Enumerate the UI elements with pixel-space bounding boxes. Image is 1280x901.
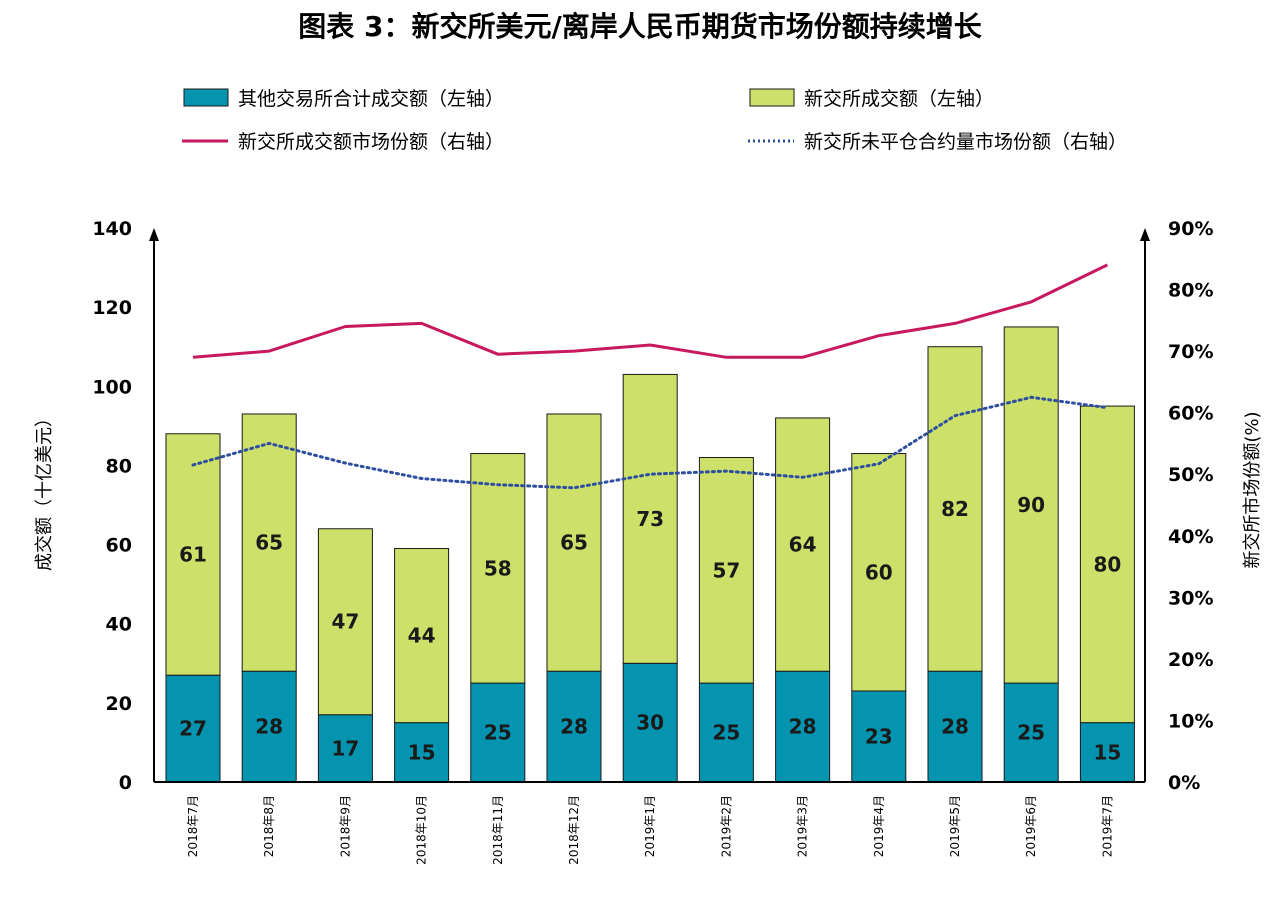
legend-swatch-sgx-volume (749, 88, 795, 107)
bar-sgx-volume (394, 548, 450, 724)
bar-label-sgx-volume: 58 (484, 556, 512, 580)
bar-label-sgx-volume: 73 (636, 507, 664, 531)
right-tick-label: 30% (1168, 587, 1213, 609)
x-tick-label: 2019年5月 (948, 795, 962, 857)
bar-sgx-volume (775, 417, 831, 672)
x-tick-label: 2018年12月 (567, 795, 581, 865)
legend-label-sgx-volume: 新交所成交额（左轴） (804, 88, 994, 110)
bar-other-exchanges (317, 714, 373, 783)
x-tick-label: 2018年7月 (186, 795, 200, 857)
bar-sgx-volume (622, 373, 678, 664)
left-tick-label: 60 (106, 535, 132, 557)
left-tick-label: 100 (92, 376, 132, 398)
bar-sgx-volume (927, 346, 983, 672)
left-axis-ticks: 0 20 40 60 80 100 120 140 (92, 218, 132, 794)
bar-other-exchanges (394, 722, 450, 783)
bar-label-other-exchanges: 27 (179, 717, 207, 741)
bar-label-sgx-volume: 47 (331, 610, 359, 634)
bar-label-sgx-volume: 90 (1017, 493, 1045, 517)
x-axis-ticks: 2018年7月 2018年8月 2018年9月 2018年10月 2018年11月 201… (186, 795, 1114, 865)
right-tick-label: 10% (1168, 710, 1213, 732)
right-axis-label: 新交所市场份额(%) (1242, 411, 1263, 568)
legend-label-sgx-oi-share: 新交所未平仓合约量市场份额（右轴） (804, 131, 1127, 153)
bar-label-sgx-volume: 57 (712, 558, 740, 582)
bar-other-exchanges (1003, 682, 1059, 783)
bar-label-other-exchanges: 25 (1017, 721, 1045, 745)
left-tick-label: 140 (92, 218, 132, 240)
bar-other-exchanges (851, 690, 907, 783)
left-tick-label: 120 (92, 297, 132, 319)
x-tick-label: 2019年7月 (1100, 795, 1114, 857)
x-tick-label: 2019年3月 (796, 795, 810, 857)
legend-swatch-other-exchanges (183, 88, 229, 107)
x-tick-label: 2019年4月 (872, 795, 886, 857)
chart-title: 图表 3：新交所美元/离岸人民币期货市场份额持续增长 (298, 10, 981, 43)
left-tick-label: 80 (106, 455, 132, 477)
bar-other-exchanges (698, 682, 754, 783)
right-tick-label: 0% (1168, 772, 1200, 794)
right-tick-label: 80% (1168, 280, 1213, 302)
bar-label-sgx-volume: 80 (1093, 552, 1121, 576)
bar-label-other-exchanges: 30 (636, 711, 664, 735)
bar-label-other-exchanges: 25 (712, 721, 740, 745)
bar-label-other-exchanges: 23 (865, 724, 893, 748)
right-tick-label: 70% (1168, 341, 1213, 363)
bar-label-other-exchanges: 25 (484, 721, 512, 745)
line-sgx-volume-share (192, 263, 1109, 359)
bar-label-other-exchanges: 15 (1093, 740, 1121, 764)
x-tick-label: 2019年6月 (1024, 795, 1038, 857)
bar-sgx-volume (546, 413, 602, 672)
bar-sgx-volume (317, 528, 373, 716)
right-tick-label: 50% (1168, 464, 1213, 486)
left-axis-arrow (149, 228, 159, 241)
right-axis-ticks: 0% 10% 20% 30% 40% 50% 60% 70% 80% 90% (1168, 218, 1213, 794)
bar-label-sgx-volume: 65 (560, 531, 588, 555)
bar-other-exchanges (470, 682, 526, 783)
bar-other-exchanges (622, 662, 678, 783)
x-tick-label: 2018年10月 (415, 795, 429, 865)
left-tick-label: 40 (106, 614, 132, 636)
right-tick-label: 40% (1168, 526, 1213, 548)
bar-sgx-volume (851, 453, 907, 692)
bar-label-other-exchanges: 28 (560, 715, 588, 739)
bar-sgx-volume (698, 457, 754, 684)
bar-sgx-volume (1079, 405, 1135, 724)
left-tick-label: 0 (119, 772, 132, 794)
right-tick-label: 90% (1168, 218, 1213, 240)
bar-sgx-volume (470, 453, 526, 684)
left-axis-label: 成交额（十亿美元） (34, 409, 55, 571)
line-sgx-oi-share (191, 395, 1109, 490)
bars: 27 61 28 65 17 47 15 44 25 58 28 65 30 73 25 57 28 64 23 60… (165, 326, 1135, 783)
bar-label-sgx-volume: 64 (789, 533, 817, 557)
bar-label-other-exchanges: 15 (408, 740, 436, 764)
x-tick-label: 2019年1月 (643, 795, 657, 857)
x-tick-label: 2018年9月 (338, 795, 352, 857)
legend-label-sgx-volume-share: 新交所成交额市场份额（右轴） (238, 131, 504, 153)
right-axis-arrow (1140, 228, 1150, 241)
bar-label-other-exchanges: 28 (255, 715, 283, 739)
lines (191, 263, 1109, 490)
legend: 其他交易所合计成交额（左轴） 新交所成交额（左轴） 新交所成交额市场份额（右轴）… (182, 88, 1127, 153)
bar-sgx-volume (1003, 326, 1059, 684)
bar-label-sgx-volume: 44 (408, 624, 436, 648)
right-tick-label: 60% (1168, 403, 1213, 425)
bar-other-exchanges (546, 670, 602, 783)
legend-label-other-exchanges: 其他交易所合计成交额（左轴） (238, 88, 504, 110)
x-tick-label: 2018年11月 (491, 795, 505, 865)
bar-sgx-volume (241, 413, 297, 672)
right-tick-label: 20% (1168, 649, 1213, 671)
bar-label-other-exchanges: 28 (789, 715, 817, 739)
bar-label-other-exchanges: 17 (331, 736, 359, 760)
x-tick-label: 2019年2月 (719, 795, 733, 857)
bar-label-sgx-volume: 60 (865, 560, 893, 584)
bar-label-sgx-volume: 65 (255, 531, 283, 555)
bar-sgx-volume (165, 433, 221, 676)
bar-label-sgx-volume: 61 (179, 542, 207, 566)
bar-label-sgx-volume: 82 (941, 497, 969, 521)
x-tick-label: 2018年8月 (262, 795, 276, 857)
left-tick-label: 20 (106, 693, 132, 715)
bar-label-other-exchanges: 28 (941, 715, 969, 739)
